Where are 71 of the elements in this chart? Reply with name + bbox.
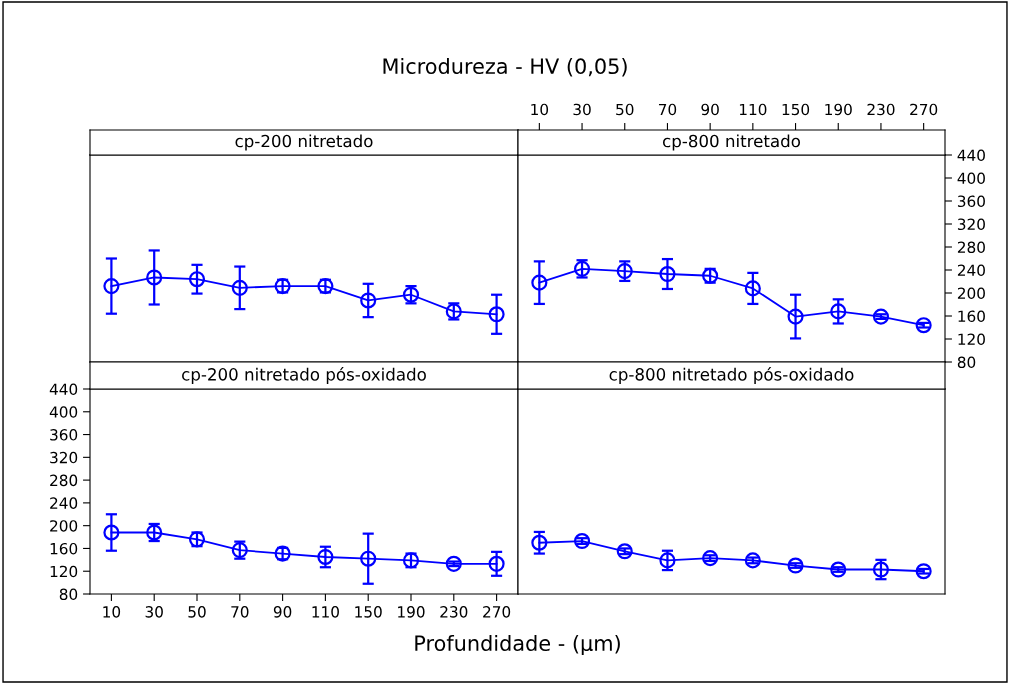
point bbox=[146, 269, 163, 286]
point bbox=[744, 280, 761, 297]
y-tick-label: 400 bbox=[49, 406, 78, 418]
y-tick-label: 80 bbox=[59, 588, 78, 601]
y-tick-label: 280 bbox=[957, 241, 985, 254]
x-tick-label: 30 bbox=[573, 103, 591, 116]
y-tick-label: 160 bbox=[50, 542, 78, 555]
x-tick-label: 270 bbox=[910, 103, 938, 116]
point bbox=[659, 265, 676, 283]
x-tick-label: 150 bbox=[355, 606, 382, 618]
y-tick-label: 240 bbox=[50, 497, 78, 509]
chart-title: cp-200 nitretado bbox=[235, 134, 373, 151]
point bbox=[188, 271, 206, 288]
x-tick-label: 270 bbox=[483, 606, 511, 618]
y-tick-label: 120 bbox=[958, 333, 985, 346]
point bbox=[531, 534, 548, 551]
x-tick-label: 190 bbox=[825, 103, 852, 116]
point bbox=[616, 543, 633, 560]
chart-title: cp-200 nitretado pós-oxidado bbox=[182, 367, 426, 384]
point bbox=[574, 532, 591, 550]
x-tick-label: 30 bbox=[145, 606, 163, 618]
point bbox=[830, 561, 847, 578]
y-tick-label: 400 bbox=[957, 172, 985, 185]
x-tick-label: 230 bbox=[867, 103, 895, 116]
y-tick-label: 160 bbox=[958, 310, 985, 323]
point bbox=[915, 563, 932, 580]
y-tick-label: 440 bbox=[49, 383, 78, 396]
point bbox=[488, 555, 505, 572]
x-tick-label: 70 bbox=[231, 606, 249, 618]
point bbox=[787, 557, 804, 574]
y-tick-label: 360 bbox=[957, 195, 985, 208]
y-tick-label: 440 bbox=[957, 149, 985, 162]
point bbox=[830, 303, 847, 320]
point bbox=[360, 292, 377, 309]
y-tick-label: 80 bbox=[957, 356, 976, 369]
y-tick-label: 120 bbox=[50, 565, 78, 578]
point bbox=[360, 550, 377, 567]
point bbox=[103, 524, 120, 541]
x-tick-label: 10 bbox=[103, 606, 121, 618]
x-tick-label: 90 bbox=[701, 103, 719, 116]
y-tick-label: 320 bbox=[50, 451, 78, 464]
x-tick-label: 10 bbox=[531, 103, 549, 116]
y-tick-label: 200 bbox=[957, 287, 985, 300]
x-tick-label: 230 bbox=[440, 606, 468, 618]
point bbox=[445, 555, 462, 572]
chart-title: cp-800 nitretado pós-oxidado bbox=[609, 367, 854, 384]
x-tick-label: 150 bbox=[782, 103, 810, 116]
x-tick-label: 70 bbox=[658, 103, 677, 116]
chart-title: cp-800 nitretado bbox=[662, 134, 801, 151]
x-tick-label: 190 bbox=[398, 606, 425, 618]
point bbox=[488, 306, 505, 323]
text: Microdureza - HV (0,05) bbox=[383, 57, 627, 77]
point bbox=[231, 279, 248, 296]
x-tick-label: 110 bbox=[312, 606, 339, 618]
y-tick-label: 280 bbox=[50, 474, 78, 487]
point bbox=[103, 278, 120, 295]
x-tick-label: 50 bbox=[616, 103, 634, 116]
point bbox=[744, 552, 761, 569]
x-tick-label: 90 bbox=[273, 606, 292, 618]
point bbox=[787, 308, 804, 325]
x-tick-label: 110 bbox=[739, 103, 767, 116]
y-tick-label: 360 bbox=[50, 429, 78, 441]
point bbox=[872, 308, 889, 325]
point bbox=[915, 317, 932, 334]
x-tick-label: 50 bbox=[188, 606, 206, 618]
y-tick-label: 320 bbox=[957, 218, 985, 231]
y-tick-label: 200 bbox=[50, 520, 78, 532]
point bbox=[702, 550, 719, 567]
y-tick-label: 240 bbox=[957, 264, 985, 277]
point bbox=[531, 274, 548, 291]
x-axis-title: Profundidade - (µm) bbox=[415, 634, 620, 656]
